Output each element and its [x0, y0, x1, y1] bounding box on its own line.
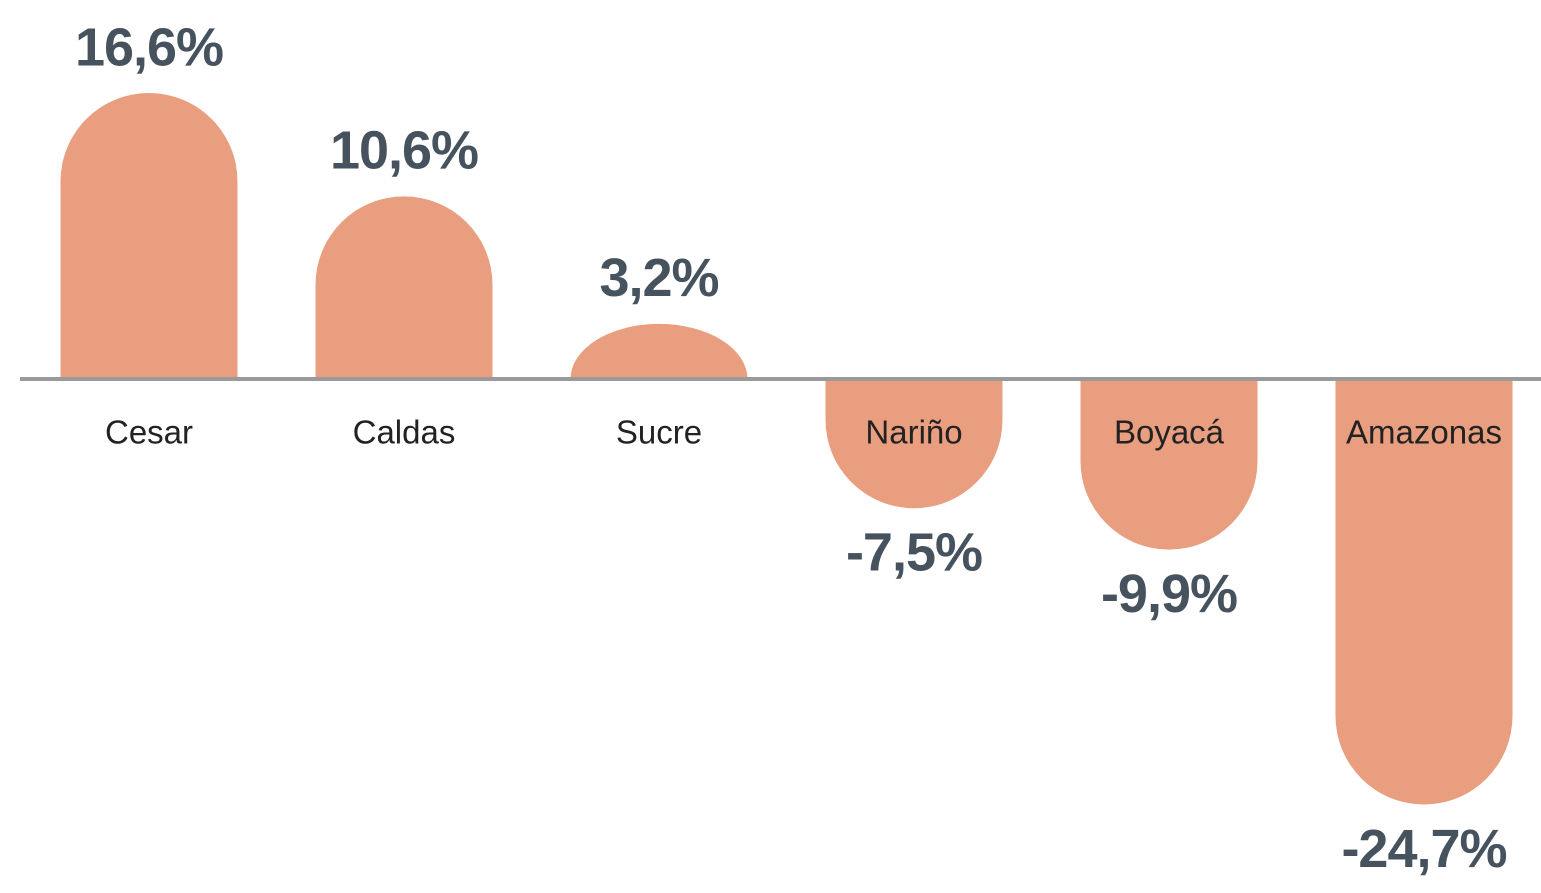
value-label: 3,2%	[599, 248, 718, 308]
bar	[570, 323, 748, 379]
value-label: -9,9%	[1101, 564, 1237, 624]
value-label: 10,6%	[330, 121, 478, 181]
bar	[315, 196, 493, 379]
category-label: Nariño	[865, 414, 962, 451]
value-label: 16,6%	[75, 17, 223, 77]
category-label: Amazonas	[1346, 414, 1502, 451]
bar	[1080, 379, 1258, 550]
value-label: -7,5%	[846, 522, 982, 582]
bar	[1335, 379, 1513, 805]
bar	[60, 93, 238, 380]
bar	[825, 379, 1003, 509]
category-label: Cesar	[105, 414, 193, 451]
category-label: Boyacá	[1114, 414, 1225, 451]
category-label: Sucre	[616, 414, 702, 451]
category-label: Caldas	[353, 414, 456, 451]
value-label: -24,7%	[1341, 819, 1506, 879]
